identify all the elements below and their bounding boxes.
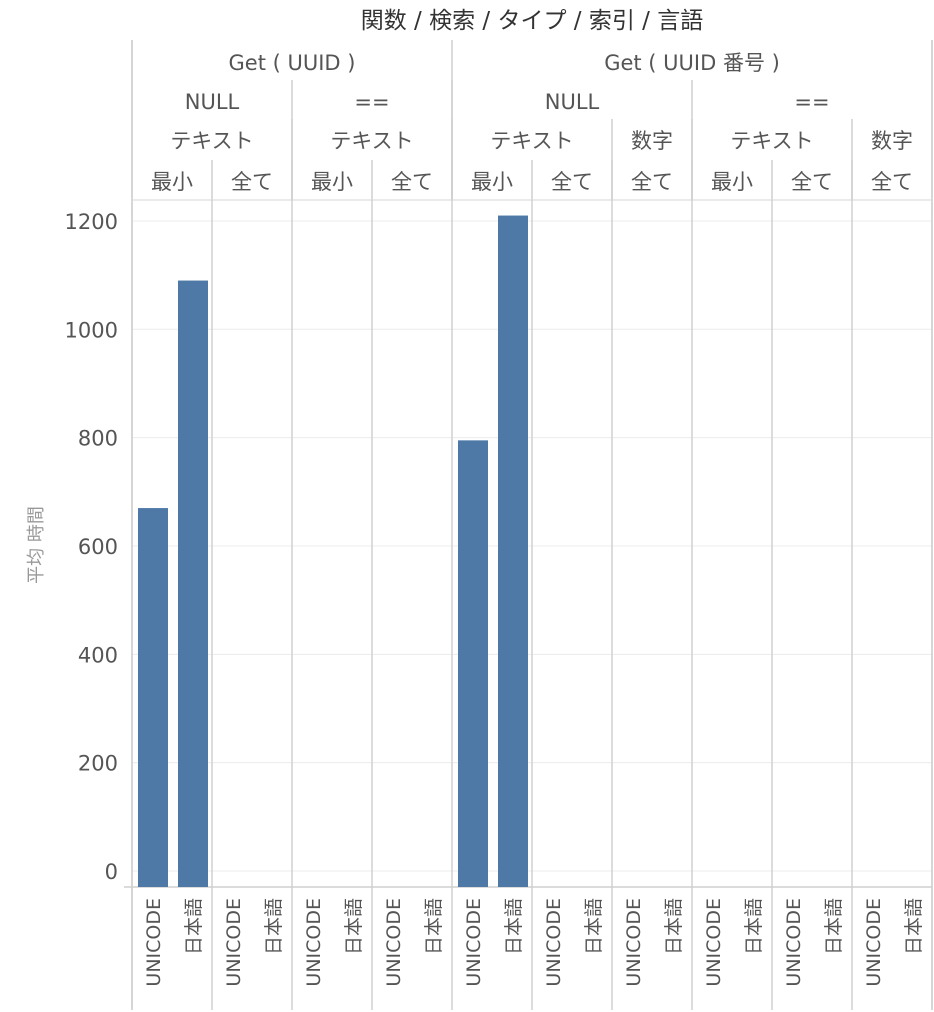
column-headers: Get ( UUID ) Get ( UUID 番号 )NULL == NULL ==テ…: [151, 51, 913, 194]
y-tick-label: 1000: [65, 318, 118, 342]
header-cell: 全て: [791, 170, 833, 194]
header-cell: ==: [354, 90, 389, 114]
header-cell: 全て: [391, 170, 433, 194]
x-tick-label: 日本語: [183, 898, 205, 955]
x-tick-label: UNICODE: [703, 898, 725, 987]
x-tick-label: 日本語: [743, 898, 765, 955]
x-tick-label: UNICODE: [383, 898, 405, 987]
x-tick-label: 日本語: [503, 898, 525, 955]
header-cell: ==: [794, 90, 829, 114]
x-tick-label: 日本語: [823, 898, 845, 955]
x-tick-label: UNICODE: [143, 898, 165, 987]
bar: [458, 440, 488, 887]
header-cell: 数字: [871, 129, 913, 153]
x-tick-label: 日本語: [583, 898, 605, 955]
header-cell: 最小: [151, 170, 193, 194]
header-cell: テキスト: [170, 129, 253, 153]
y-tick-label: 200: [78, 752, 118, 776]
bar: [178, 280, 208, 887]
x-axis: UNICODE 日本語 UNICODE 日本語 UNICODE 日本語 UNICODE 日本語…: [143, 898, 925, 987]
x-tick-label: UNICODE: [863, 898, 885, 987]
header-cell: NULL: [545, 90, 600, 114]
header-cell: テキスト: [330, 129, 413, 153]
header-cell: 最小: [311, 170, 353, 194]
bars: [138, 215, 528, 888]
header-cell: 最小: [471, 170, 513, 194]
pane-separators: [124, 40, 933, 1010]
header-cell: 全て: [631, 170, 673, 194]
header-cell: 全て: [871, 170, 913, 194]
y-axis: 平均 時間 0 200 400 600 800 1000 1200: [26, 210, 118, 884]
header-cell: 全て: [551, 170, 593, 194]
chart-title: 関数 / 検索 / タイプ / 索引 / 言語: [361, 8, 703, 34]
x-tick-label: UNICODE: [223, 898, 245, 987]
y-tick-label: 600: [78, 535, 118, 559]
bar: [498, 215, 528, 888]
header-cell: NULL: [185, 90, 240, 114]
x-tick-label: 日本語: [343, 898, 365, 955]
x-tick-label: UNICODE: [543, 898, 565, 987]
y-axis-label: 平均 時間: [26, 506, 47, 584]
x-tick-label: 日本語: [263, 898, 285, 955]
y-tick-label: 0: [105, 860, 118, 884]
x-tick-label: 日本語: [423, 898, 445, 955]
header-cell: Get ( UUID 番号 ): [604, 51, 780, 75]
x-tick-label: UNICODE: [463, 898, 485, 987]
header-cell: 全て: [231, 170, 273, 194]
x-tick-label: 日本語: [903, 898, 925, 955]
bar: [138, 508, 168, 887]
x-tick-label: 日本語: [663, 898, 685, 955]
y-tick-label: 800: [78, 427, 118, 451]
x-tick-label: UNICODE: [783, 898, 805, 987]
header-cell: Get ( UUID ): [229, 51, 356, 75]
y-tick-label: 400: [78, 643, 118, 667]
x-tick-label: UNICODE: [303, 898, 325, 987]
header-cell: テキスト: [490, 129, 573, 153]
header-cell: 数字: [631, 129, 673, 153]
header-cell: テキスト: [730, 129, 813, 153]
header-cell: 最小: [711, 170, 753, 194]
x-tick-label: UNICODE: [623, 898, 645, 987]
y-tick-label: 1200: [65, 210, 118, 234]
